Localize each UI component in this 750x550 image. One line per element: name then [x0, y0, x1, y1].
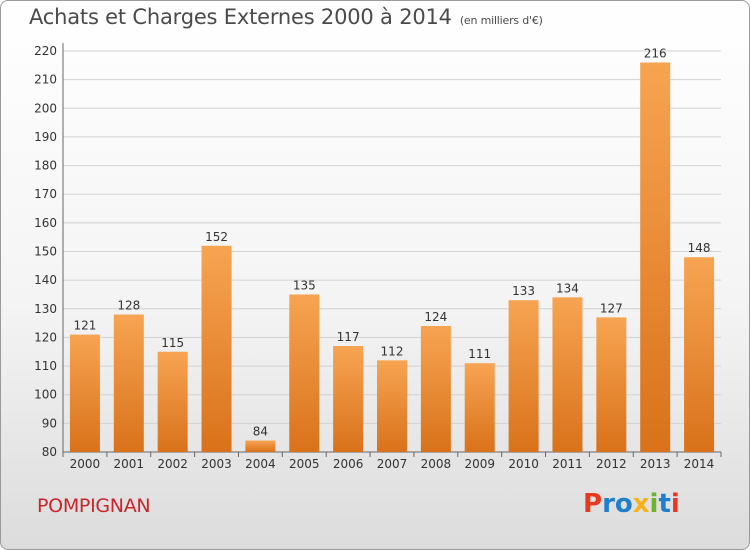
- x-tick-label-2000: 2000: [70, 457, 101, 471]
- y-tick-label: 90: [42, 416, 57, 430]
- bar-2002: [157, 351, 188, 452]
- chart-title: Achats et Charges Externes 2000 à 2014 (e…: [29, 5, 543, 29]
- y-tick-label: 190: [34, 130, 57, 144]
- y-tick-label: 100: [34, 388, 57, 402]
- x-tick-label-2003: 2003: [201, 457, 232, 471]
- x-tick-label-2004: 2004: [245, 457, 276, 471]
- chart-subtitle: (en milliers d'€): [459, 14, 543, 27]
- logo-letter: x: [632, 489, 650, 519]
- bar-2009: [464, 363, 495, 452]
- x-tick-label-2001: 2001: [114, 457, 145, 471]
- y-tick-label: 130: [34, 302, 57, 316]
- value-labels: 121 128 115 152 84 135 117 112 124 111 133 134 127 21…: [73, 46, 710, 438]
- logo-letter: r: [602, 489, 615, 519]
- value-label-2000: 121: [73, 319, 96, 333]
- x-tick-label-2009: 2009: [464, 457, 495, 471]
- logo-letter: i: [670, 489, 680, 519]
- y-tick-label: 160: [34, 216, 57, 230]
- x-tick-label-2012: 2012: [596, 457, 627, 471]
- value-label-2005: 135: [293, 278, 316, 292]
- bar-2005: [289, 294, 320, 452]
- value-label-2011: 134: [556, 281, 579, 295]
- bar-2008: [420, 325, 451, 452]
- x-tick-label-2014: 2014: [684, 457, 715, 471]
- value-label-2006: 117: [337, 330, 360, 344]
- bar-2000: [69, 334, 100, 452]
- bar-2012: [596, 317, 627, 452]
- value-label-2012: 127: [600, 301, 623, 315]
- y-tick-label: 120: [34, 330, 57, 344]
- value-label-2007: 112: [381, 344, 404, 358]
- value-label-2001: 128: [117, 299, 140, 313]
- bars: [69, 62, 715, 452]
- chart-title-text: Achats et Charges Externes 2000 à 2014: [29, 5, 452, 29]
- y-tick-label: 80: [42, 445, 57, 459]
- value-label-2003: 152: [205, 230, 228, 244]
- value-label-2008: 124: [424, 310, 447, 324]
- y-tick-labels: 80 90 100 110 120 130 140 150 160 170 180 190 200 210…: [34, 44, 57, 459]
- x-tick-label-2013: 2013: [640, 457, 671, 471]
- y-tick-label: 220: [34, 44, 57, 58]
- logo-letter: P: [583, 489, 603, 519]
- value-label-2004: 84: [253, 425, 268, 439]
- value-label-2002: 115: [161, 336, 184, 350]
- x-tick-label-2011: 2011: [552, 457, 583, 471]
- y-tick-label: 200: [34, 101, 57, 115]
- x-tick-label-2002: 2002: [157, 457, 188, 471]
- bar-2006: [333, 346, 364, 452]
- bar-2001: [113, 314, 144, 452]
- bar-2003: [201, 245, 232, 452]
- value-label-2009: 111: [468, 347, 491, 361]
- y-tick-label: 180: [34, 159, 57, 173]
- bar-2013: [640, 62, 671, 452]
- x-tick-label-2007: 2007: [377, 457, 408, 471]
- proxiti-logo: Proxiti: [583, 489, 680, 519]
- value-label-2014: 148: [688, 241, 711, 255]
- x-tick-label-2006: 2006: [333, 457, 364, 471]
- bar-2004: [245, 440, 276, 452]
- x-tick-label-2008: 2008: [421, 457, 452, 471]
- x-tick-label-2005: 2005: [289, 457, 320, 471]
- x-tick-label-2010: 2010: [508, 457, 539, 471]
- bar-2010: [508, 300, 539, 452]
- city-name: POMPIGNAN: [37, 495, 151, 517]
- y-tick-label: 210: [34, 73, 57, 87]
- bar-2007: [377, 360, 407, 452]
- y-tick-label: 170: [34, 187, 57, 201]
- y-tick-label: 110: [34, 359, 57, 373]
- y-tick-label: 150: [34, 245, 57, 259]
- x-tick-labels: 2000 2001 2002 2003 2004 2005 2006 2007 2008 2009…: [70, 457, 715, 471]
- bar-2011: [552, 297, 583, 452]
- logo-letter: o: [614, 489, 633, 519]
- logo-letter: i: [649, 489, 659, 519]
- y-tick-label: 140: [34, 273, 57, 287]
- logo-letter: t: [658, 489, 671, 519]
- bar-2014: [684, 257, 715, 452]
- value-label-2013: 216: [644, 46, 667, 60]
- value-label-2010: 133: [512, 284, 535, 298]
